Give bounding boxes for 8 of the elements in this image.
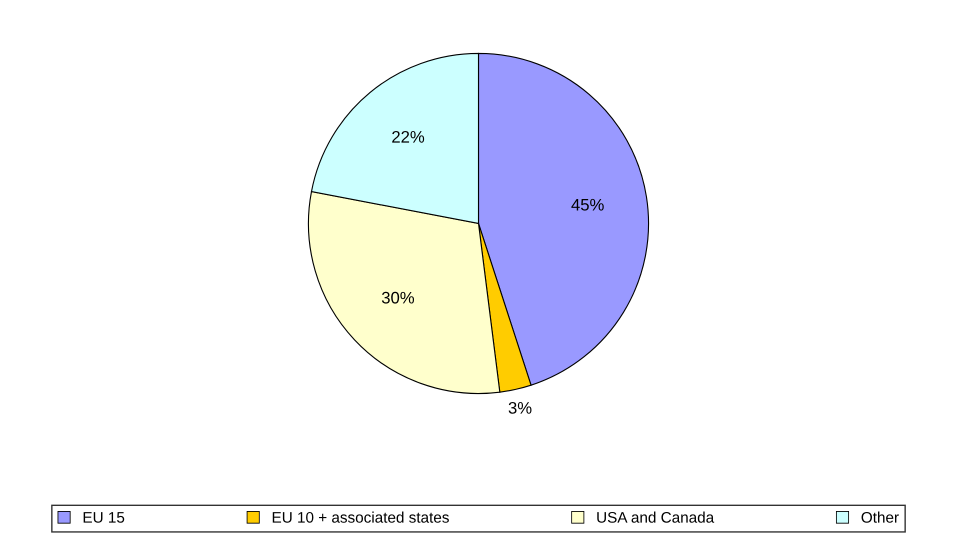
data-label: 45% — [571, 198, 604, 211]
data-label: 30% — [382, 292, 414, 304]
legend-label: EU 15 — [84, 512, 124, 523]
data-label: 22% — [392, 130, 424, 143]
legend-label: Other — [862, 512, 899, 523]
legend-label: USA and Canada — [597, 512, 714, 523]
data-label: 3% — [508, 402, 532, 414]
legend-label: EU 10 + associated states — [272, 512, 449, 523]
